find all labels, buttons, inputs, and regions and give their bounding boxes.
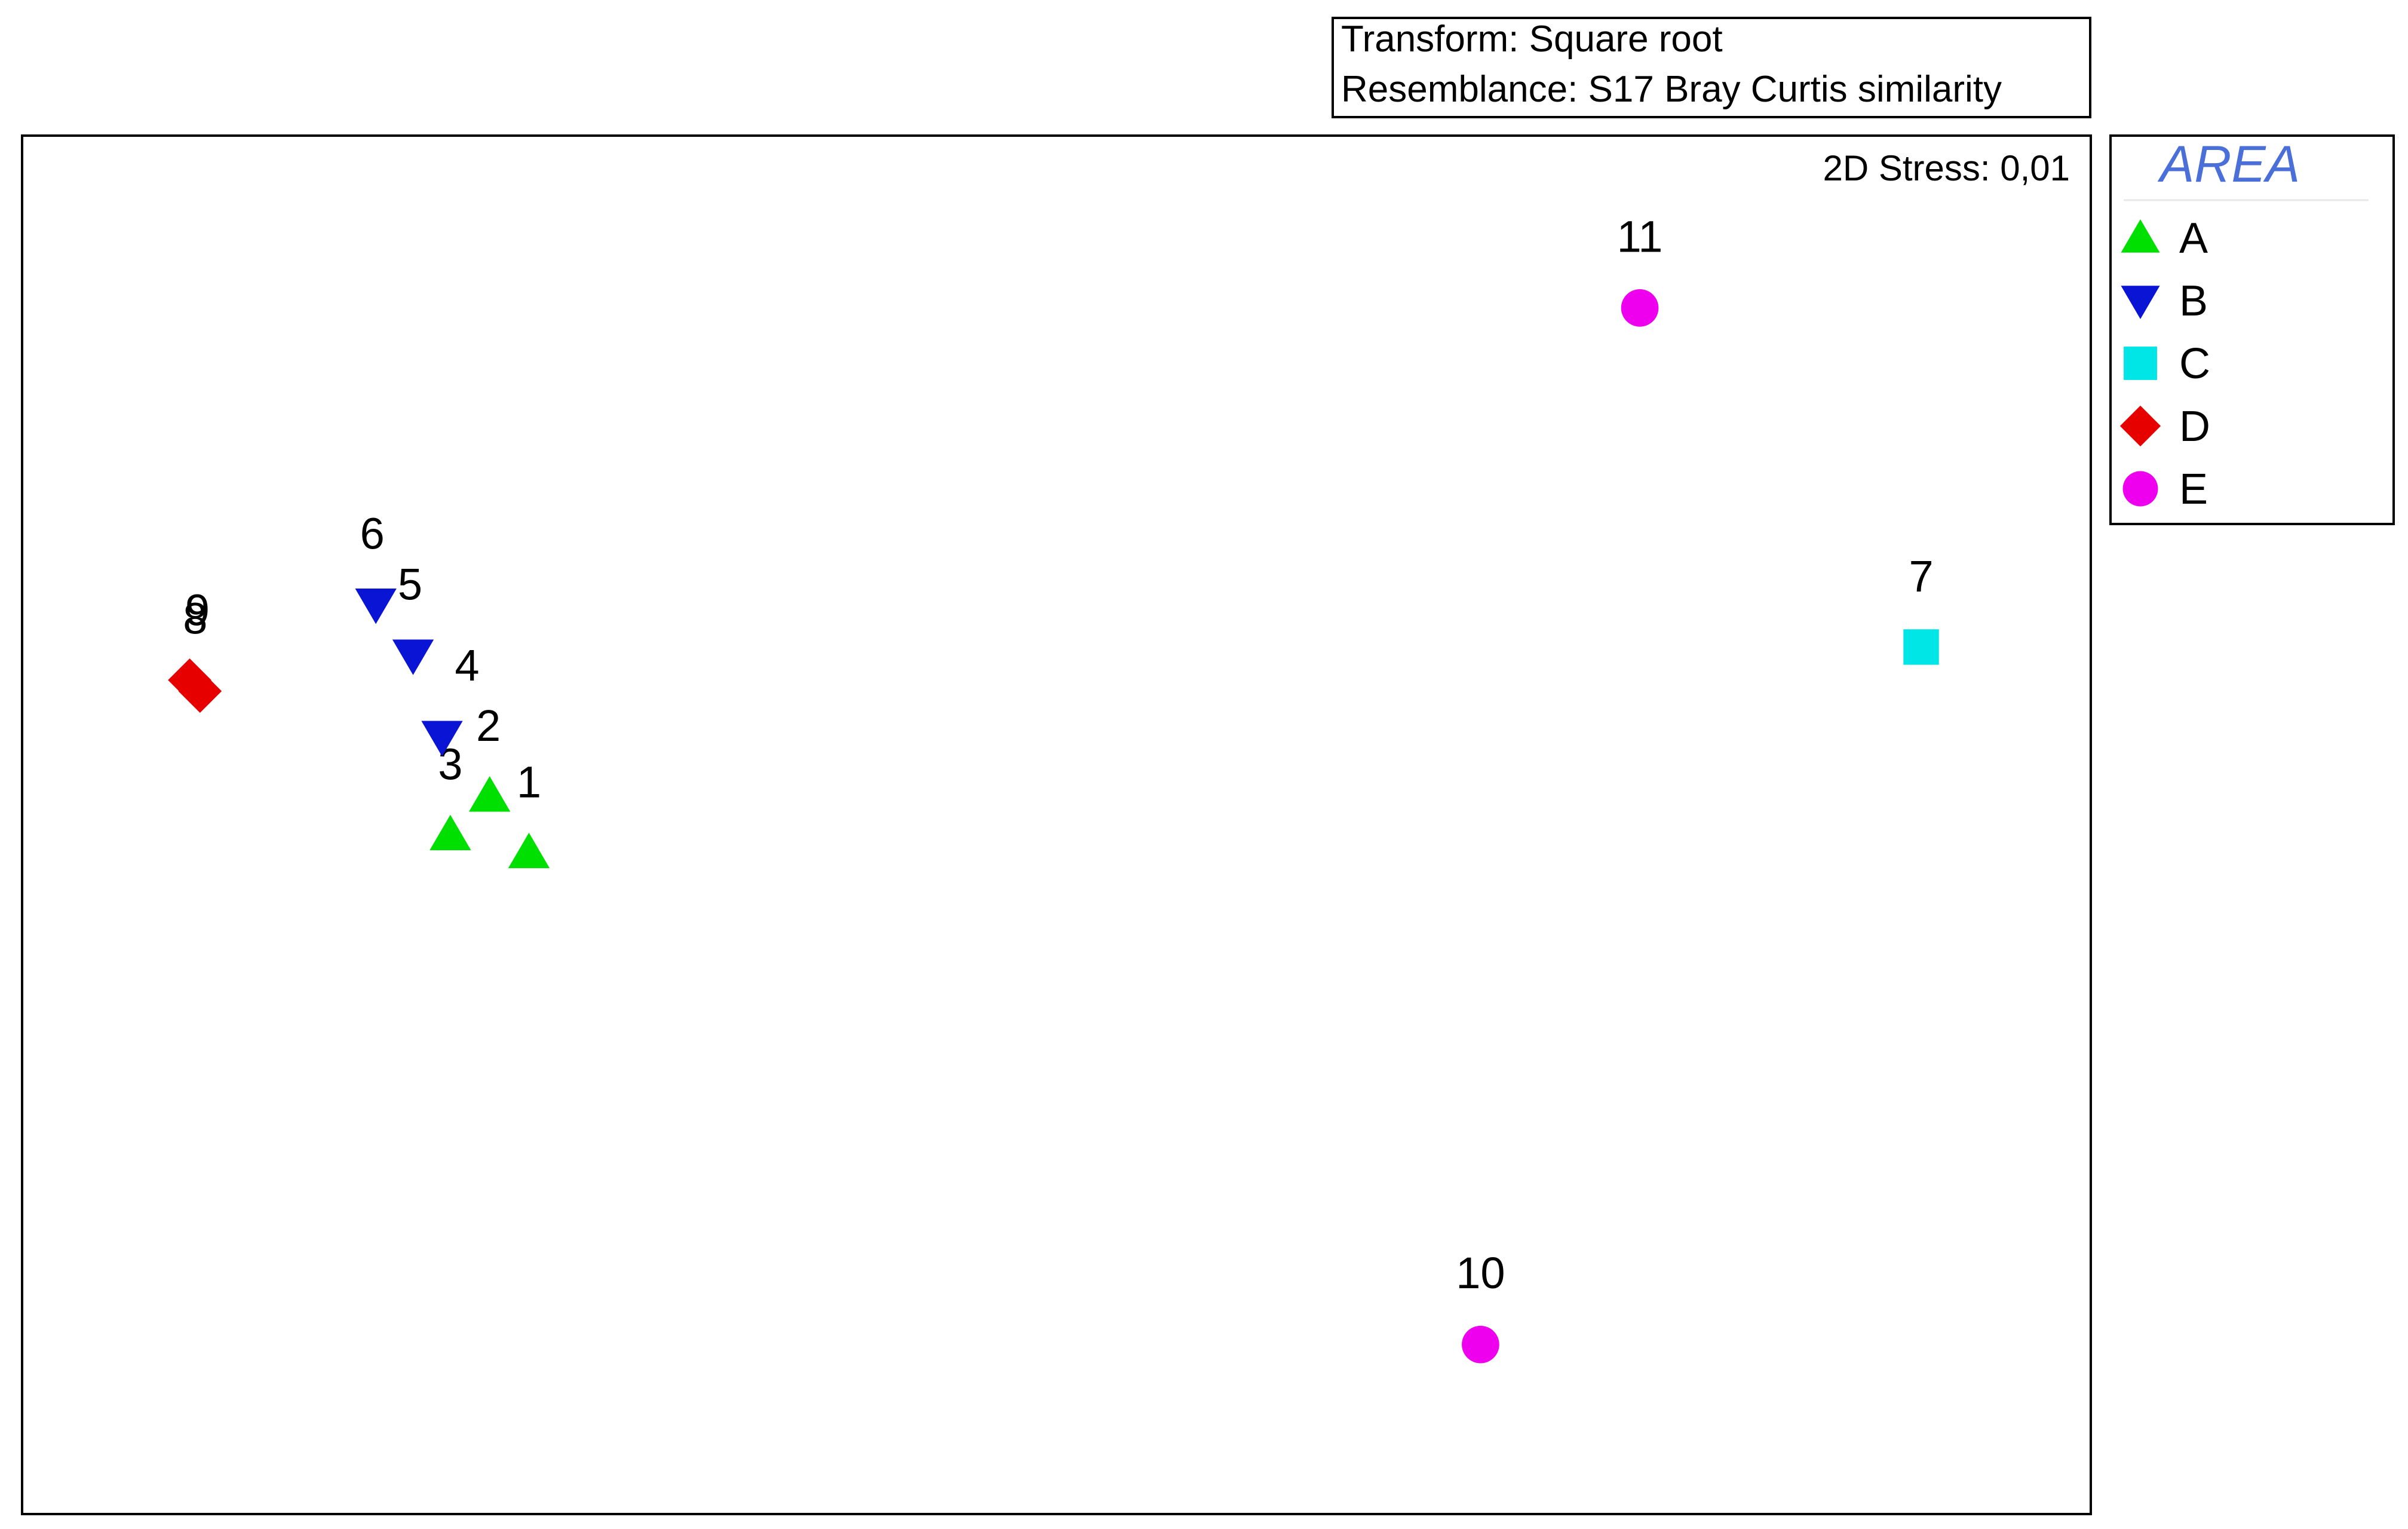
legend-entry-e: E: [2122, 465, 2208, 513]
data-point-7: 7: [1903, 551, 1939, 665]
legend-marker-square-icon: [2124, 347, 2157, 380]
data-point-10: 10: [1456, 1248, 1505, 1363]
point-label-1: 1: [517, 758, 541, 807]
point-label-2: 2: [476, 701, 501, 750]
point-label-7: 7: [1909, 551, 1933, 601]
legend-label-c: C: [2179, 340, 2210, 388]
legend-label-e: E: [2179, 465, 2208, 513]
point-label-4: 4: [455, 641, 479, 690]
point-label-9: 9: [185, 585, 210, 635]
point-marker-2: [468, 776, 511, 812]
point-marker-1: [508, 832, 550, 869]
point-label-8: 8: [183, 594, 207, 644]
legend-label-d: D: [2179, 403, 2210, 451]
transform-info-box: Transform: Square root Resemblance: S17 …: [1332, 17, 2091, 118]
point-marker-9: [168, 658, 211, 702]
point-marker-7: [1903, 629, 1939, 665]
point-marker-4: [421, 721, 463, 756]
data-point-4: 4: [421, 641, 480, 756]
data-point-11: 11: [1617, 212, 1663, 327]
data-point-1: 1: [508, 758, 550, 869]
legend-marker-diamond-icon: [2119, 405, 2161, 447]
legend-marker-circle-icon: [2122, 471, 2158, 507]
stress-label: 2D Stress: 0,01: [1823, 148, 2070, 188]
transform-info-frame: [1332, 17, 2091, 118]
legend-marker-triangle-down-icon: [2121, 286, 2160, 319]
point-marker-10: [1462, 1325, 1499, 1363]
point-marker-6: [355, 588, 397, 624]
point-label-6: 6: [360, 508, 385, 558]
data-point-2: 2: [468, 701, 511, 812]
transform-label: Transform: Square root: [1341, 19, 1723, 60]
point-marker-5: [392, 639, 434, 675]
legend-entry-b: B: [2121, 277, 2208, 325]
data-point-9: 9: [168, 585, 211, 702]
point-label-11: 11: [1617, 212, 1663, 261]
legend-marker-triangle-up-icon: [2121, 219, 2160, 253]
data-point-5: 5: [392, 560, 434, 675]
resemblance-label: Resemblance: S17 Bray Curtis similarity: [1341, 69, 2002, 110]
point-label-5: 5: [398, 560, 422, 609]
point-marker-3: [430, 814, 471, 851]
legend-label-b: B: [2179, 277, 2208, 325]
point-marker-11: [1621, 289, 1659, 327]
legend-frame: [2109, 134, 2395, 525]
legend-entry-a: A: [2121, 215, 2208, 262]
legend-entry-c: C: [2124, 340, 2210, 388]
data-point-6: 6: [355, 508, 397, 624]
point-label-10: 10: [1456, 1248, 1505, 1298]
plot-frame: [21, 134, 2092, 1515]
legend-label-a: A: [2179, 215, 2208, 262]
legend-title: AREA: [2157, 136, 2300, 193]
legend-entry-d: D: [2119, 403, 2210, 451]
